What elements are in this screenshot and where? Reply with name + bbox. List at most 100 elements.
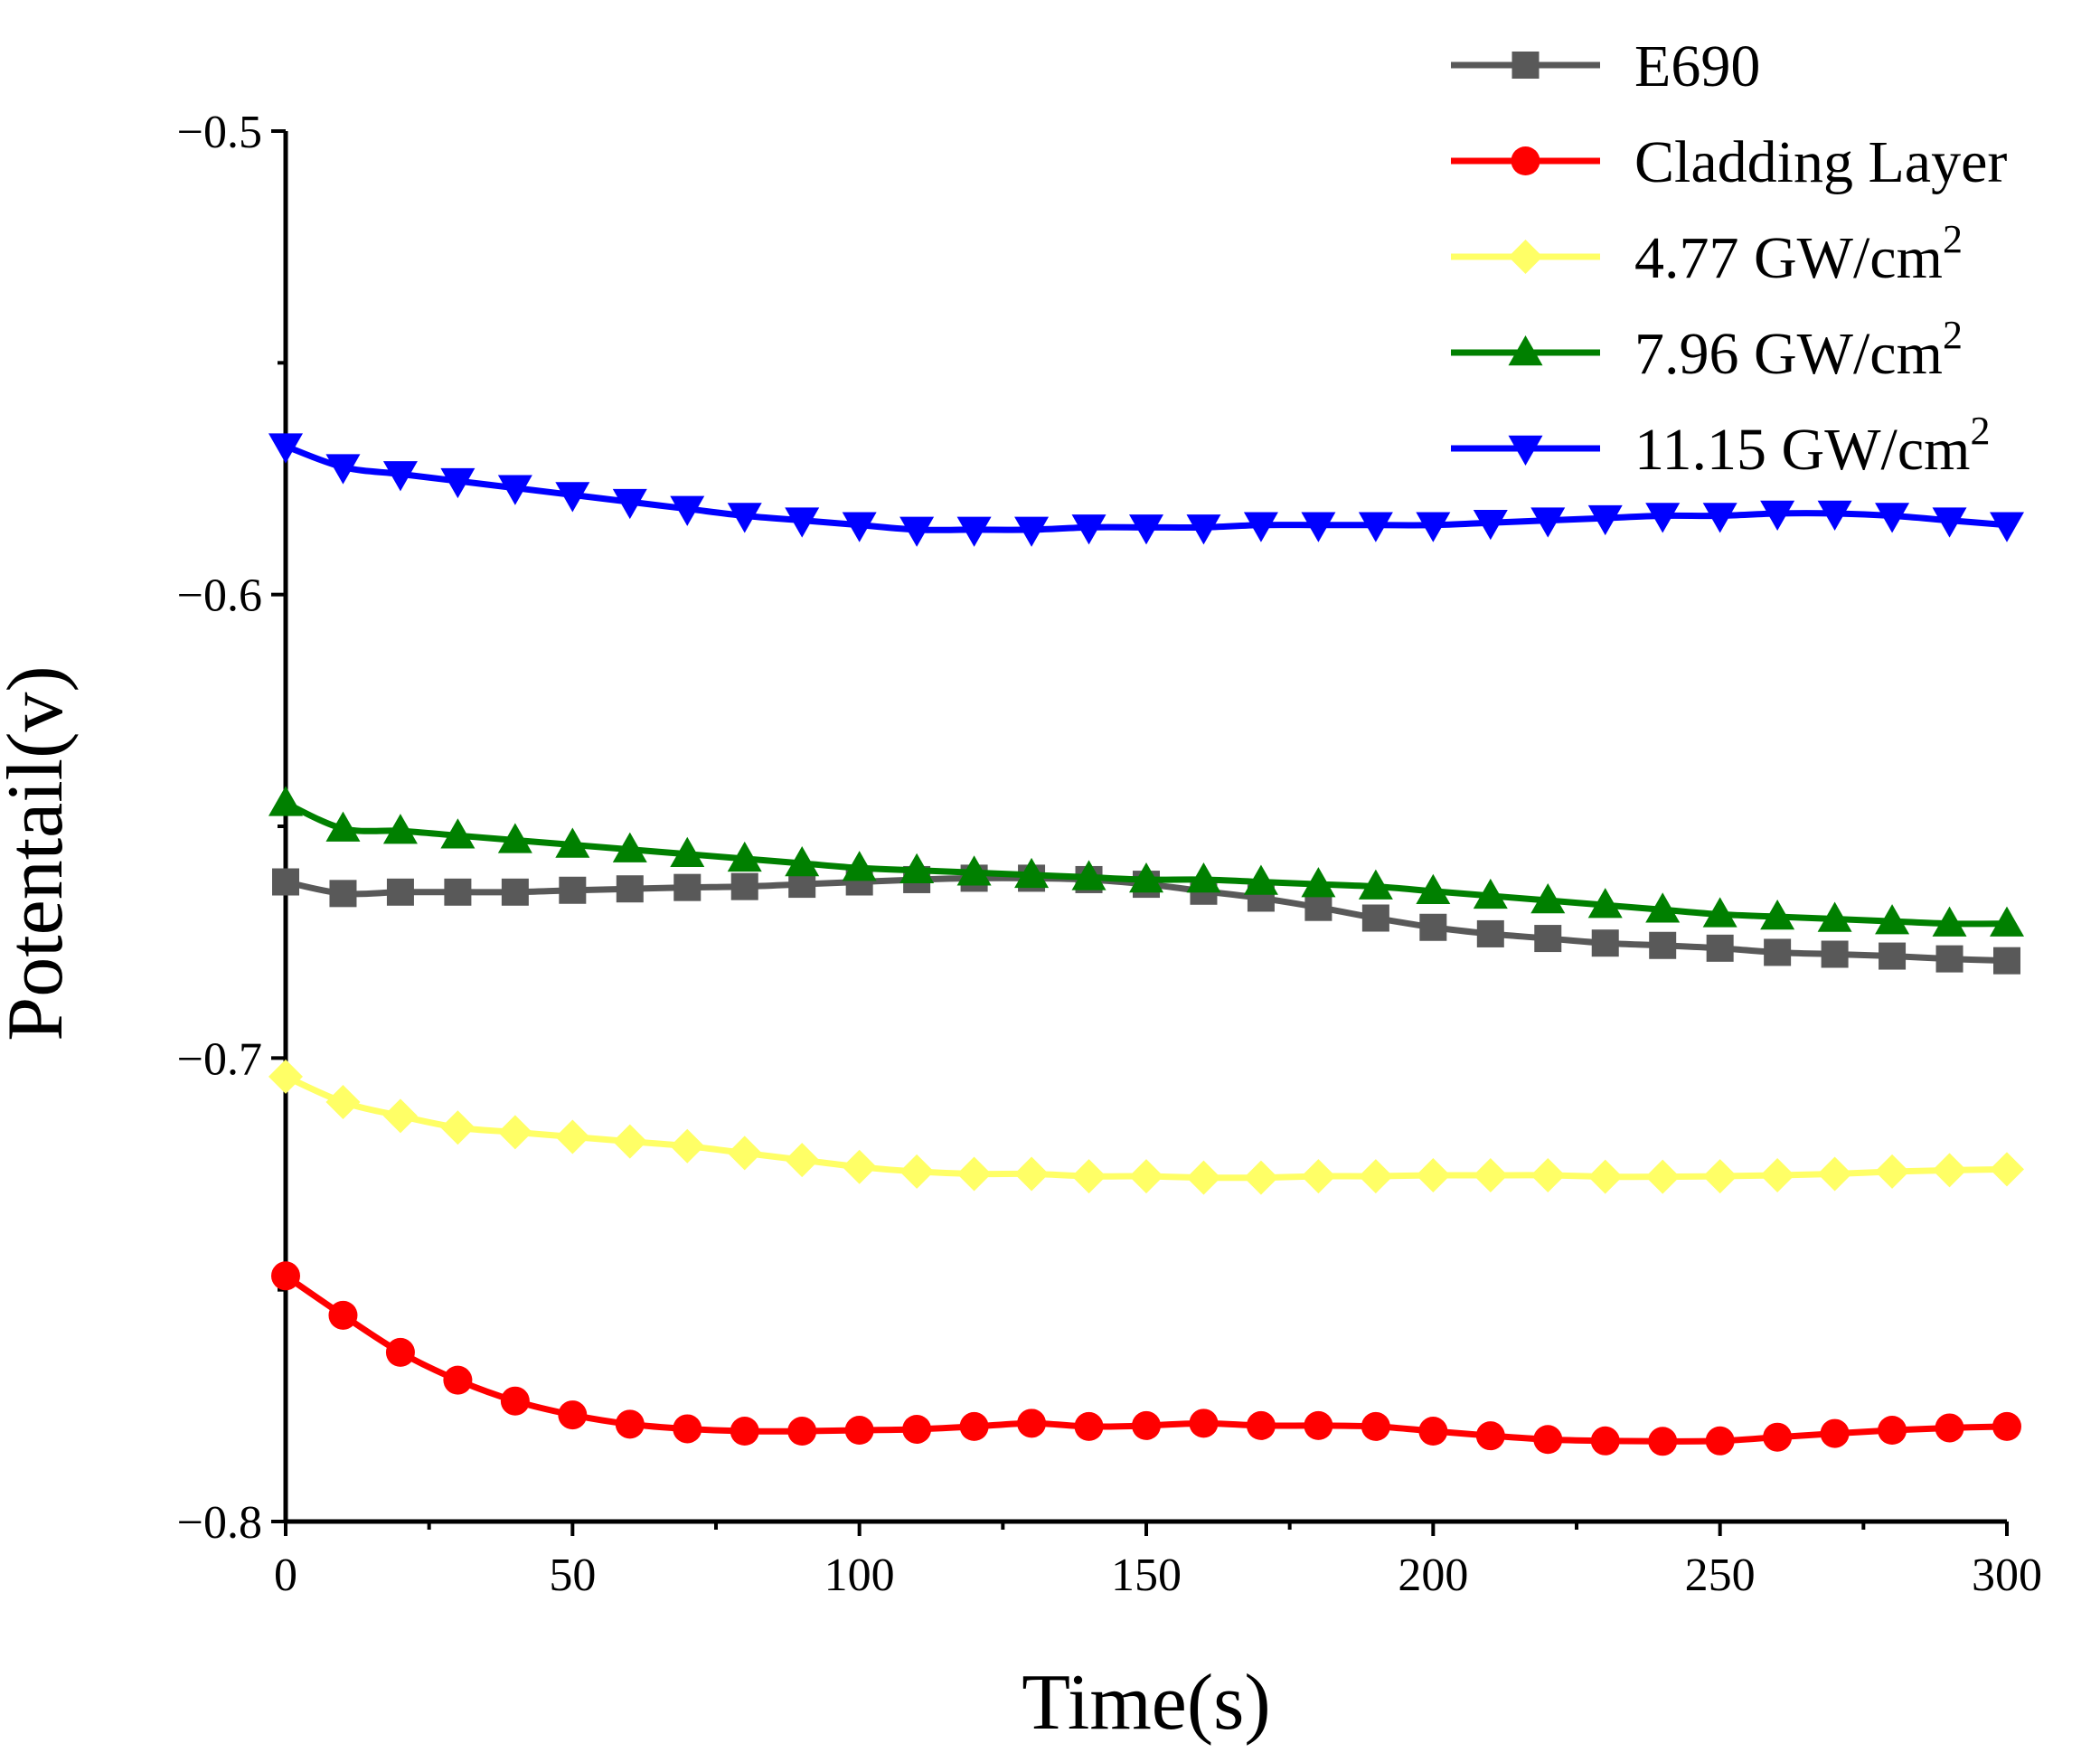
- data-point: [956, 516, 992, 547]
- data-point: [785, 846, 820, 877]
- data-point: [440, 1110, 476, 1145]
- data-point: [1821, 940, 1849, 968]
- data-point: [902, 1414, 932, 1444]
- data-point: [325, 1085, 361, 1120]
- data-point: [959, 1411, 989, 1441]
- data-point: [1186, 862, 1221, 893]
- data-point: [787, 1417, 817, 1446]
- data-point: [1760, 899, 1795, 930]
- data-point: [1990, 512, 2024, 542]
- data-point: [1764, 938, 1792, 966]
- data-point: [956, 1156, 992, 1192]
- data-point: [727, 841, 762, 872]
- data-point: [899, 853, 935, 883]
- legend-marker: [1508, 335, 1543, 366]
- data-point: [559, 876, 587, 904]
- data-point: [1473, 509, 1508, 541]
- data-point: [497, 475, 532, 505]
- data-point: [1129, 514, 1163, 545]
- data-point: [612, 832, 647, 862]
- data-point: [1817, 1156, 1852, 1192]
- legend-entry-e690: E690: [1451, 33, 1760, 99]
- data-point: [1416, 873, 1451, 905]
- data-point: [382, 461, 418, 492]
- data-point: [497, 1115, 532, 1150]
- x-tick-label: 100: [824, 1550, 895, 1601]
- data-point: [1935, 945, 1963, 973]
- data-point: [268, 433, 303, 464]
- legend-label: Cladding Layer: [1634, 129, 2007, 195]
- x-tick-label: 250: [1685, 1550, 1756, 1601]
- y-tick-label: −0.8: [177, 1497, 262, 1549]
- data-point: [1304, 1410, 1333, 1440]
- data-point: [1760, 1158, 1795, 1193]
- legend: E690 Cladding Layer 4.77 GW/cm2 7.96 GW/cm2…: [1451, 33, 2007, 483]
- data-point: [1243, 512, 1278, 542]
- data-point: [899, 516, 935, 547]
- data-point: [1476, 919, 1504, 947]
- data-point: [1820, 1418, 1850, 1448]
- y-axis-label: Potentail(v): [0, 665, 80, 1041]
- data-point: [673, 1414, 702, 1444]
- data-point: [1246, 1410, 1276, 1440]
- data-point: [1186, 1160, 1221, 1195]
- legend-entry-cladding-layer: Cladding Layer: [1451, 129, 2007, 195]
- data-point: [497, 823, 532, 853]
- data-point: [612, 1124, 647, 1159]
- y-tick-label: −0.5: [177, 107, 262, 158]
- data-point: [1817, 901, 1852, 932]
- data-point: [1129, 862, 1163, 893]
- data-point: [1705, 1426, 1735, 1456]
- data-point: [1760, 500, 1795, 531]
- data-point: [842, 851, 877, 881]
- data-point: [385, 1337, 415, 1367]
- data-point: [1071, 1159, 1107, 1194]
- x-tick-label: 200: [1398, 1550, 1468, 1601]
- data-point: [612, 488, 647, 520]
- x-tick-label: 50: [549, 1550, 596, 1601]
- data-point: [1878, 1416, 1907, 1446]
- data-point: [555, 827, 590, 858]
- data-point: [1648, 1427, 1678, 1456]
- data-point: [1017, 1409, 1047, 1438]
- data-point: [1416, 512, 1451, 542]
- data-point: [1304, 893, 1333, 921]
- data-point: [727, 503, 762, 533]
- data-point: [842, 1149, 877, 1184]
- data-point: [1358, 869, 1393, 900]
- data-point: [1243, 1160, 1278, 1195]
- x-tick-label: 150: [1111, 1550, 1182, 1601]
- legend-entry-11-15-gw-cm2: 11.15 GW/cm2: [1451, 409, 1990, 483]
- x-tick-label: 300: [1972, 1550, 2042, 1601]
- data-point: [1189, 1409, 1219, 1438]
- data-point: [500, 1386, 530, 1416]
- data-point: [1763, 1422, 1793, 1452]
- axes: −0.8 −0.7 −0.6 −0.5 0 50 100 150 200 250 300: [177, 107, 2042, 1601]
- legend-label: 7.96 GW/cm2: [1634, 313, 1963, 387]
- data-point: [1301, 1159, 1336, 1194]
- data-point: [1992, 1411, 2021, 1441]
- data-point: [1014, 857, 1050, 889]
- data-point: [1935, 1413, 1964, 1443]
- data-point: [1074, 1411, 1104, 1441]
- data-point: [785, 507, 820, 538]
- data-point: [1473, 1158, 1508, 1193]
- data-point: [899, 1154, 935, 1189]
- data-point: [1645, 503, 1681, 533]
- data-point: [1419, 913, 1447, 941]
- data-point: [558, 1400, 588, 1430]
- data-point: [730, 872, 758, 900]
- data-point: [1875, 1154, 1910, 1189]
- data-point: [1932, 1153, 1967, 1188]
- data-point: [1243, 864, 1278, 895]
- legend-entry-4-77-gw-cm2: 4.77 GW/cm2: [1451, 217, 1963, 291]
- legend-marker: [1511, 146, 1540, 175]
- data-point: [271, 1261, 300, 1291]
- series-4-77-gw-cm2: [268, 1059, 2024, 1195]
- data-point: [328, 1300, 358, 1330]
- data-point: [1993, 947, 2020, 975]
- data-point: [1702, 897, 1737, 928]
- data-point: [1587, 888, 1623, 919]
- data-point: [1071, 514, 1107, 545]
- data-point: [1014, 516, 1050, 547]
